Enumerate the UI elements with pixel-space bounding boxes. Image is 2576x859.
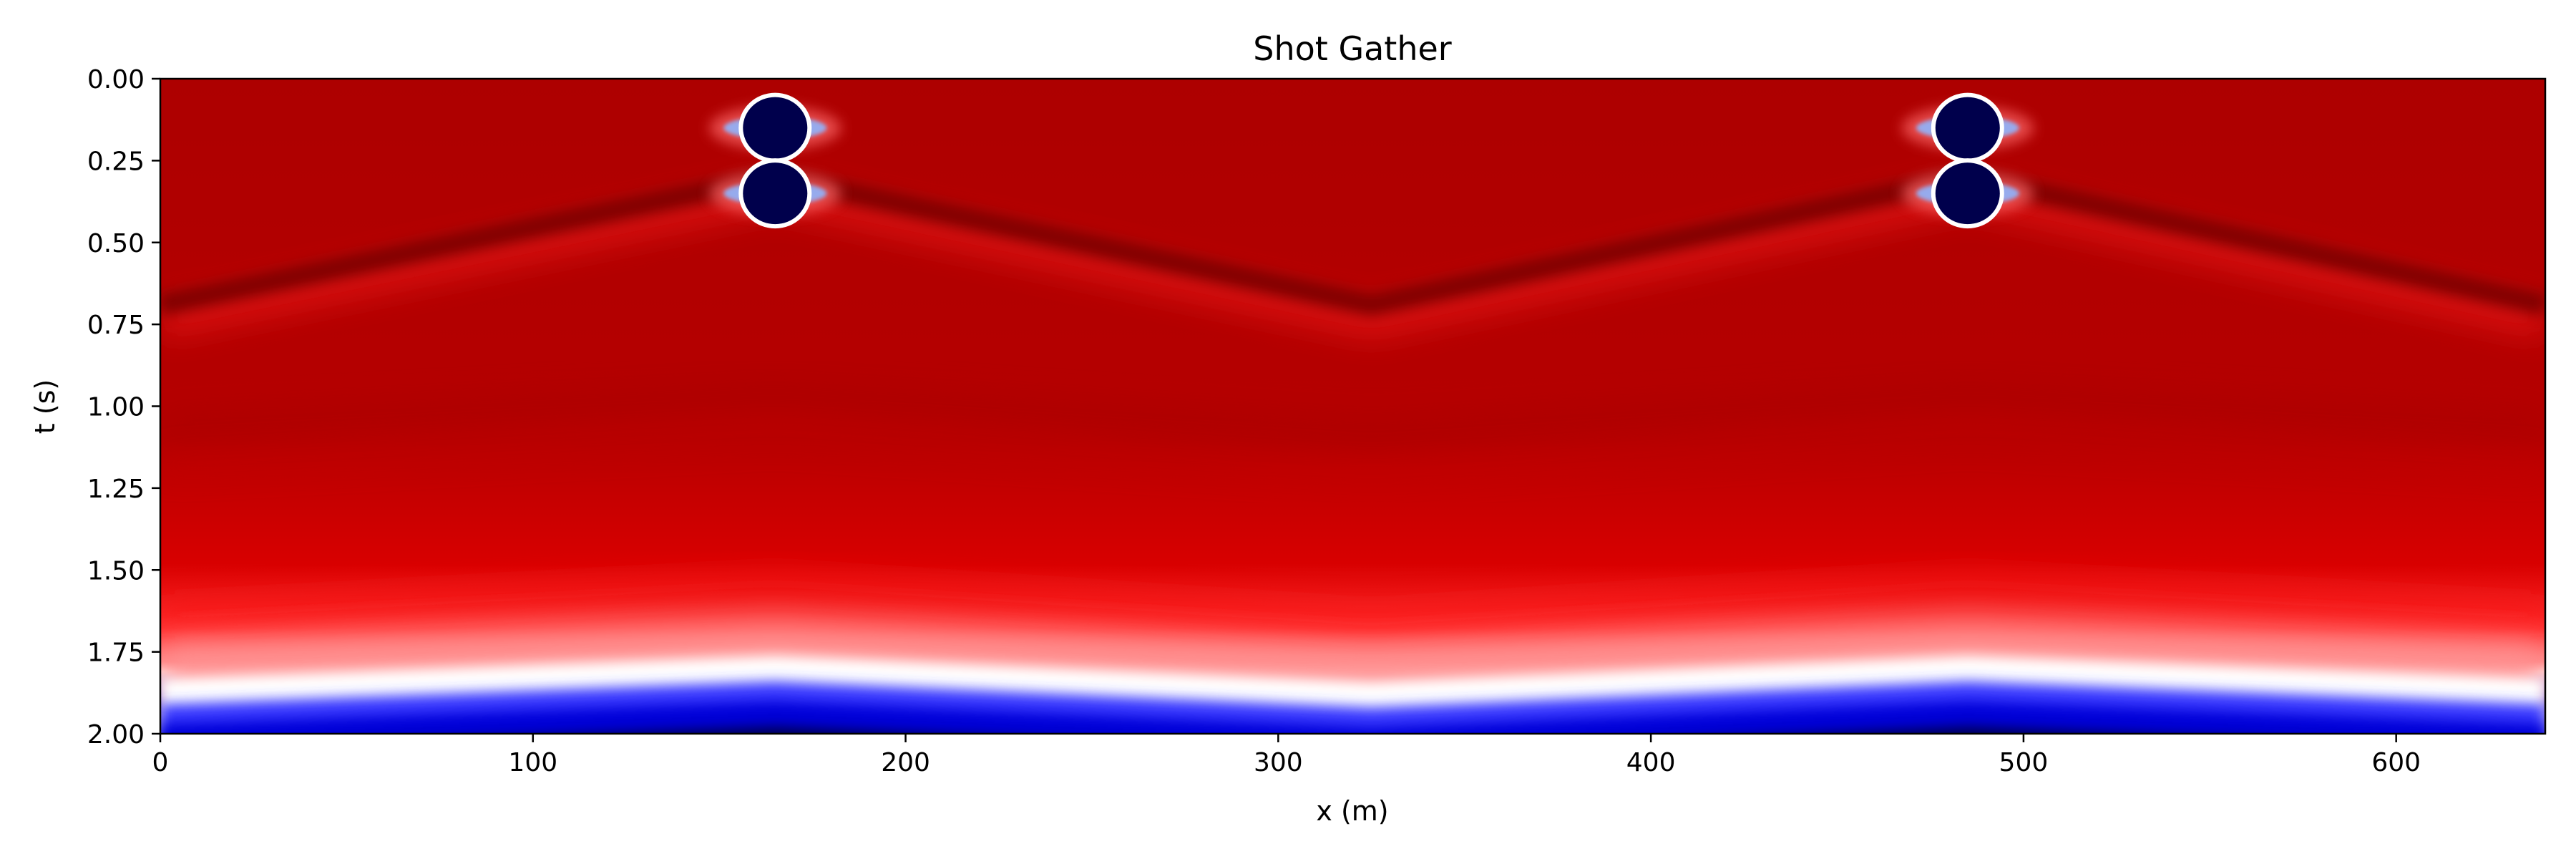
x-tick-label: 600: [2371, 748, 2421, 777]
source-2-upper-lobe: [1901, 92, 2034, 163]
background-band-3: [160, 572, 2545, 634]
x-tick-label: 0: [152, 748, 169, 777]
source-1-lower-lobe: [709, 158, 841, 229]
x-tick-label: 200: [881, 748, 930, 777]
y-tick-label: 0.25: [87, 147, 145, 176]
background-band-1: [160, 384, 2545, 442]
y-tick-label: 0.00: [87, 65, 145, 94]
direct-wave-arrival: [160, 165, 2545, 316]
x-tick-label: 300: [1254, 748, 1303, 777]
chart-title: Shot Gather: [1253, 29, 1451, 68]
y-tick-label: 1.50: [87, 556, 145, 586]
y-axis: 0.00 0.25 0.50 0.75 1.00 1.25 1.50 1.75 2.00: [87, 65, 160, 749]
direct-wave-halo: [160, 177, 2545, 338]
y-tick-label: 1.00: [87, 393, 145, 422]
y-tick-label: 0.50: [87, 229, 145, 258]
y-tick-label: 0.75: [87, 311, 145, 340]
source-1-upper-lobe: [709, 92, 841, 163]
x-tick-label: 400: [1626, 748, 1676, 777]
y-axis-label: t (s): [29, 379, 61, 434]
x-axis: 0 100 200 300 400 500 600: [152, 734, 2421, 777]
x-tick-label: 500: [1999, 748, 2049, 777]
y-tick-label: 1.25: [87, 475, 145, 504]
deep-reflection-trough-core: [160, 701, 2545, 734]
plot-area: [160, 79, 2545, 734]
source-2-lower-lobe: [1901, 158, 2034, 229]
background-band-2: [160, 427, 2545, 477]
x-axis-label: x (m): [1316, 795, 1388, 827]
y-tick-label: 1.75: [87, 639, 145, 668]
x-tick-label: 100: [508, 748, 557, 777]
y-tick-label: 2.00: [87, 720, 145, 749]
